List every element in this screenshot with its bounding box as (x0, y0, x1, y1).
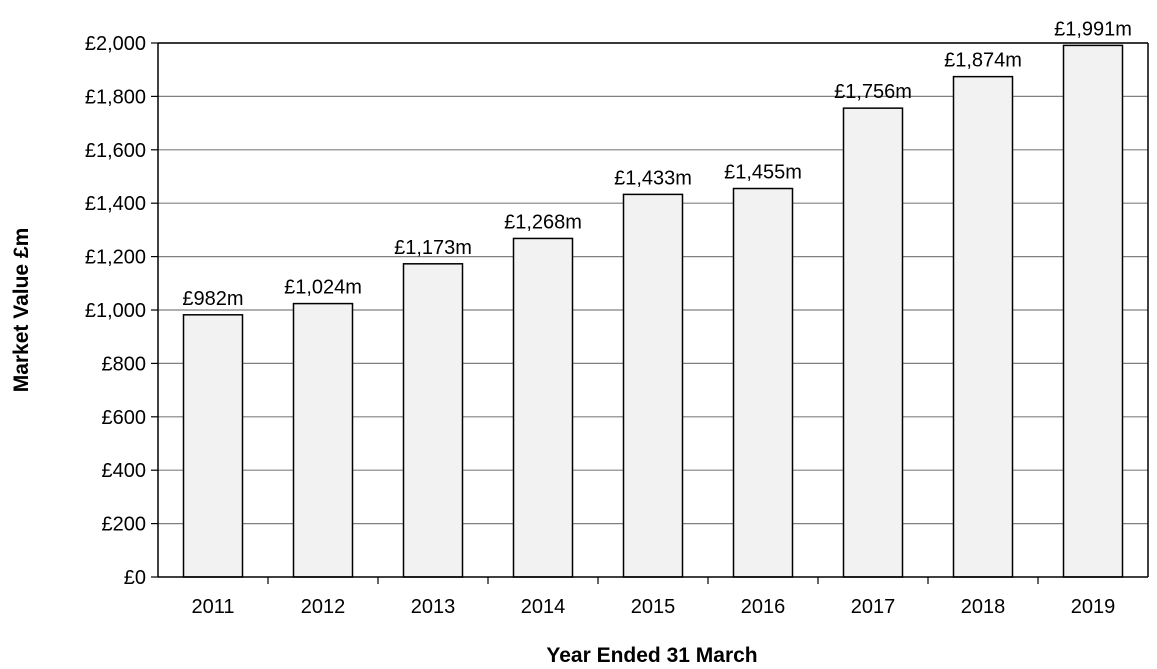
x-tick-label: 2011 (191, 596, 234, 618)
bar (182, 314, 244, 578)
y-tick-label: £2,000 (85, 33, 146, 55)
bar (402, 263, 464, 578)
x-tick-label: 2018 (961, 596, 1006, 618)
bar (952, 75, 1014, 578)
bars (182, 44, 1124, 578)
x-tick-label: 2017 (851, 596, 896, 618)
y-tick-label: £800 (102, 353, 147, 375)
y-tick-label: £600 (102, 407, 147, 429)
y-tick-label: £1,800 (85, 86, 146, 108)
bar (622, 193, 684, 578)
data-label: £1,874m (944, 50, 1022, 72)
data-label: £1,455m (724, 162, 802, 184)
y-tick-label: £1,000 (85, 300, 146, 322)
x-tick-label: 2012 (301, 596, 346, 618)
x-tick-label: 2015 (631, 596, 676, 618)
data-label: £1,433m (614, 167, 692, 189)
axes (157, 42, 1149, 578)
data-label: £1,024m (284, 277, 362, 299)
y-tick-label: £1,400 (85, 193, 146, 215)
y-axis-title: Market Value £m (10, 228, 33, 393)
x-tick-label: 2019 (1071, 596, 1116, 618)
bar (842, 107, 904, 578)
y-axis-ticks: £0 £200 £400 £600 £800 £1,000 £1,200 £1,400 £1,6… (85, 33, 158, 589)
data-label: £1,991m (1054, 18, 1132, 40)
data-label: £1,173m (394, 237, 472, 259)
bar (732, 187, 794, 578)
y-tick-label: £400 (102, 460, 147, 482)
data-label: £1,756m (834, 81, 912, 103)
y-tick-label: £1,600 (85, 140, 146, 162)
y-tick-label: £1,200 (85, 247, 146, 269)
bar (292, 302, 354, 578)
data-labels: £982m £1,024m £1,173m £1,268m £1,433m £1,455m… (182, 18, 1132, 309)
data-label: £1,268m (504, 211, 582, 233)
bar (1062, 44, 1124, 578)
data-label: £982m (182, 288, 243, 310)
y-tick-label: £0 (124, 567, 146, 589)
x-axis-ticks: 2011 2012 2013 2014 2015 2016 2017 2018 2019 (191, 577, 1115, 618)
x-axis-title: Year Ended 31 March (546, 644, 757, 667)
x-tick-label: 2016 (741, 596, 786, 618)
x-tick-label: 2014 (521, 596, 566, 618)
bar (512, 237, 574, 578)
x-tick-label: 2013 (411, 596, 456, 618)
y-tick-label: £200 (102, 514, 147, 536)
